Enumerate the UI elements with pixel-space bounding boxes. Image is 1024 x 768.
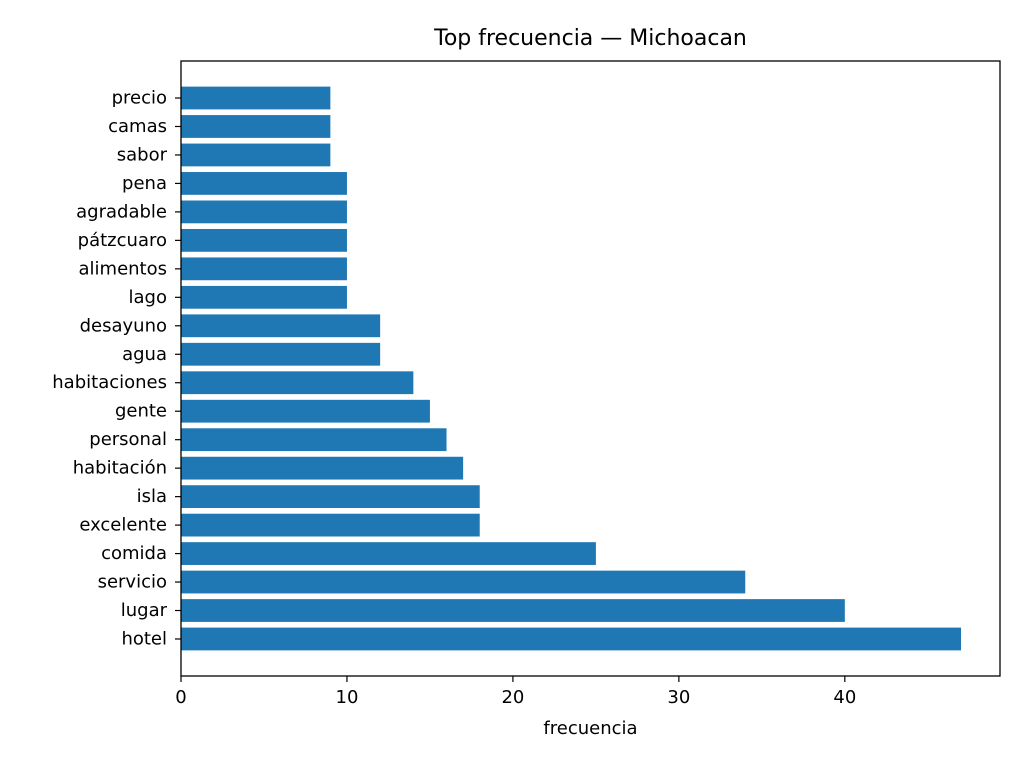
x-axis-label: frecuencia: [543, 718, 637, 739]
bars-group: [181, 86, 961, 651]
bar-gente: [181, 399, 430, 423]
y-tick-label: habitaciones: [52, 372, 167, 393]
y-tick-label: camas: [108, 116, 167, 137]
y-tick-label: excelente: [79, 515, 167, 536]
bar-personal: [181, 428, 447, 452]
bar-habitaciones: [181, 371, 414, 395]
x-tick-label: 10: [336, 687, 359, 708]
bar-patzcuaro: [181, 228, 347, 252]
y-tick-label: pena: [122, 173, 167, 194]
bar-pena: [181, 172, 347, 195]
y-tick-label: comida: [101, 543, 167, 564]
bar-precio: [181, 86, 331, 110]
bar-comida: [181, 542, 596, 565]
bar-agradable: [181, 200, 347, 224]
y-tick-label: alimentos: [79, 258, 168, 279]
y-tick-label: isla: [137, 486, 167, 507]
bar-excelente: [181, 513, 480, 537]
y-tick-label: agua: [122, 344, 167, 365]
y-tick-label: agradable: [76, 201, 167, 222]
bar-alimentos: [181, 257, 347, 281]
x-tick-label: 0: [175, 687, 186, 708]
y-tick-label: personal: [89, 429, 167, 450]
bar-desayuno: [181, 314, 381, 338]
y-tick-label: habitación: [73, 458, 167, 479]
x-tick-label: 30: [667, 687, 690, 708]
bar-isla: [181, 485, 480, 509]
bar-agua: [181, 342, 381, 366]
x-tick-label: 40: [833, 687, 856, 708]
y-tick-label: gente: [115, 401, 167, 422]
y-tick-label: lugar: [121, 600, 168, 621]
bar-lago: [181, 285, 347, 309]
plot-frame: [180, 60, 1001, 677]
bar-servicio: [181, 570, 746, 594]
y-tick-label: desayuno: [80, 315, 167, 336]
y-tick-label: lago: [129, 287, 167, 308]
y-axis-ticks: hotel lugar servicio comida excelente isla hab…: [52, 88, 181, 649]
y-tick-label: sabor: [117, 144, 168, 165]
bar-sabor: [181, 143, 331, 167]
x-tick-label: 20: [501, 687, 524, 708]
bar-habitacion: [181, 456, 464, 480]
y-tick-label: precio: [112, 88, 167, 109]
x-axis-ticks: 0 10 20 30 40: [175, 676, 856, 708]
y-tick-label: servicio: [98, 572, 167, 593]
bar-hotel: [181, 627, 961, 651]
chart-title: Top frecuencia — Michoacan: [433, 26, 747, 51]
y-tick-label: hotel: [121, 628, 167, 649]
y-tick-label: pátzcuaro: [78, 230, 167, 251]
bar-camas: [181, 115, 331, 138]
bar-lugar: [181, 599, 845, 622]
